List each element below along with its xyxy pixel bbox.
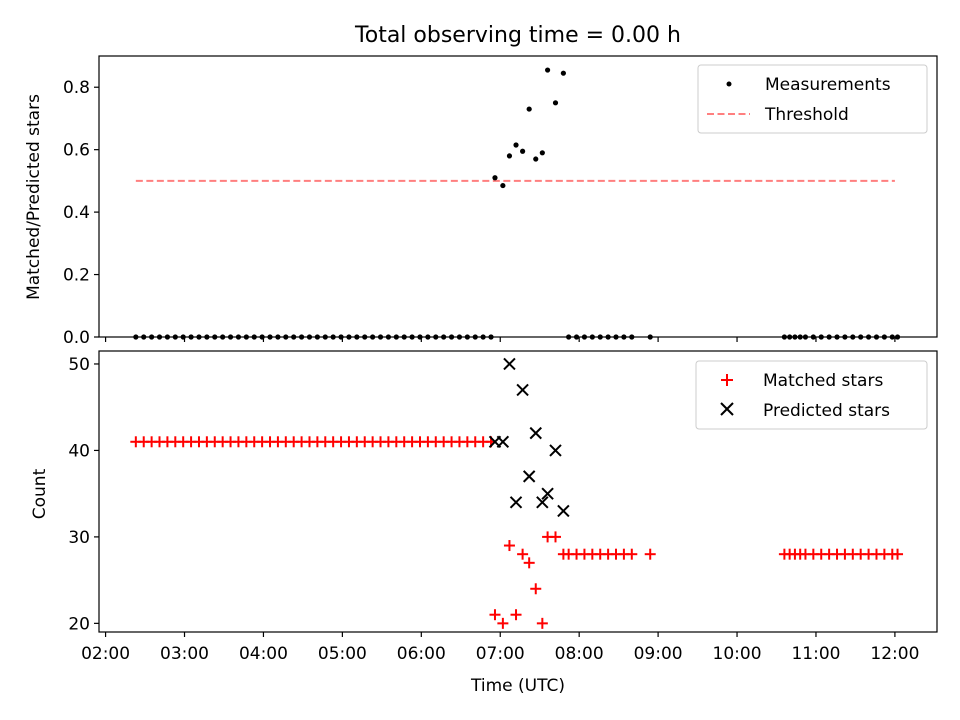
- legend-predicted-label: Predicted stars: [763, 401, 890, 421]
- matched-star-point: [510, 609, 522, 621]
- predicted-star-point: [496, 435, 510, 448]
- predicted-star-point: [557, 504, 570, 518]
- ratio-legend-box: [697, 64, 928, 134]
- ratio-y-axis-label: Matched/Predicted stars: [24, 94, 44, 300]
- count-y-tick-label: 30: [68, 528, 90, 548]
- predicted-star-point: [503, 357, 516, 371]
- matched-star-point: [536, 617, 548, 629]
- ratio-plot-frame: [98, 55, 938, 338]
- x-tick-label: 08:00: [555, 644, 604, 664]
- measurement-point: [552, 100, 559, 106]
- matched-star-point: [530, 583, 542, 595]
- measurement-point: [506, 153, 513, 159]
- legend-predicted-marker: [720, 402, 734, 416]
- x-tick-label: 05:00: [318, 644, 367, 664]
- ratio-plot: 0.00.20.40.60.8 Matched/Predicted stars …: [24, 55, 938, 348]
- ratio-y-tick-label: 0.8: [63, 78, 90, 98]
- count-legend: Matched stars Predicted stars: [695, 360, 928, 430]
- predicted-star-point: [541, 487, 554, 500]
- measurement-point: [539, 150, 545, 156]
- count-y-tick-label: 20: [68, 614, 90, 634]
- count-y-tick-label: 50: [68, 355, 90, 375]
- chart-title: Total observing time = 0.00 h: [354, 23, 681, 48]
- x-tick-label: 06:00: [397, 644, 446, 664]
- legend-threshold-label: Threshold: [764, 105, 849, 125]
- count-plot-frame: [98, 350, 938, 633]
- count-plot: 02:00 03:00 04:00 05:00 06:00 07:00 08:00 09:00…: [30, 350, 938, 696]
- predicted-star-point: [516, 383, 529, 397]
- matched-star-point: [503, 540, 515, 552]
- measurement-point: [492, 175, 498, 181]
- measurement-point: [513, 142, 519, 148]
- legend-measurements-label: Measurements: [765, 75, 891, 95]
- count-y-axis-label: Count: [30, 468, 50, 519]
- legend-measurements-marker: [726, 81, 732, 87]
- x-tick-label: 04:00: [239, 644, 288, 664]
- matched-star-point: [497, 617, 509, 629]
- matched-star-point: [523, 557, 535, 569]
- x-tick-label: 03:00: [160, 644, 209, 664]
- x-tick-label: 10:00: [713, 644, 762, 664]
- predicted-star-point: [549, 444, 562, 457]
- measurement-point: [533, 156, 539, 162]
- measurement-point: [500, 182, 506, 189]
- legend-matched-label: Matched stars: [763, 371, 883, 391]
- measurement-point: [520, 148, 526, 154]
- ratio-legend: Measurements Threshold: [697, 64, 928, 134]
- measurement-point: [560, 70, 566, 76]
- x-tick-label: 12:00: [870, 644, 919, 664]
- matched-star-point: [892, 548, 904, 560]
- x-tick-label: 11:00: [791, 644, 840, 664]
- matched-star-point: [644, 548, 656, 560]
- x-axis-label: Time (UTC): [470, 676, 565, 696]
- predicted-star-point: [529, 426, 542, 440]
- x-tick-label: 07:00: [476, 644, 525, 664]
- legend-matched-marker: [721, 374, 733, 386]
- predicted-star-point: [509, 496, 523, 509]
- predicted-star-point: [522, 470, 536, 483]
- matched-star-point: [549, 531, 561, 543]
- ratio-y-tick-label: 0.0: [63, 328, 90, 348]
- count-y-tick-label: 40: [68, 441, 90, 461]
- matched-star-point: [626, 548, 638, 560]
- predicted-star-point: [536, 496, 549, 509]
- x-tick-label: 02:00: [81, 644, 130, 664]
- measurement-point: [544, 67, 551, 73]
- ratio-y-tick-label: 0.2: [63, 266, 90, 286]
- matched-star-point: [489, 609, 501, 621]
- ratio-y-tick-label: 0.4: [63, 203, 90, 223]
- x-tick-label: 09:00: [634, 644, 683, 664]
- count-legend-box: [695, 360, 928, 430]
- matched-star-point: [517, 548, 529, 560]
- ratio-y-tick-label: 0.6: [63, 141, 90, 161]
- measurement-point: [526, 106, 532, 112]
